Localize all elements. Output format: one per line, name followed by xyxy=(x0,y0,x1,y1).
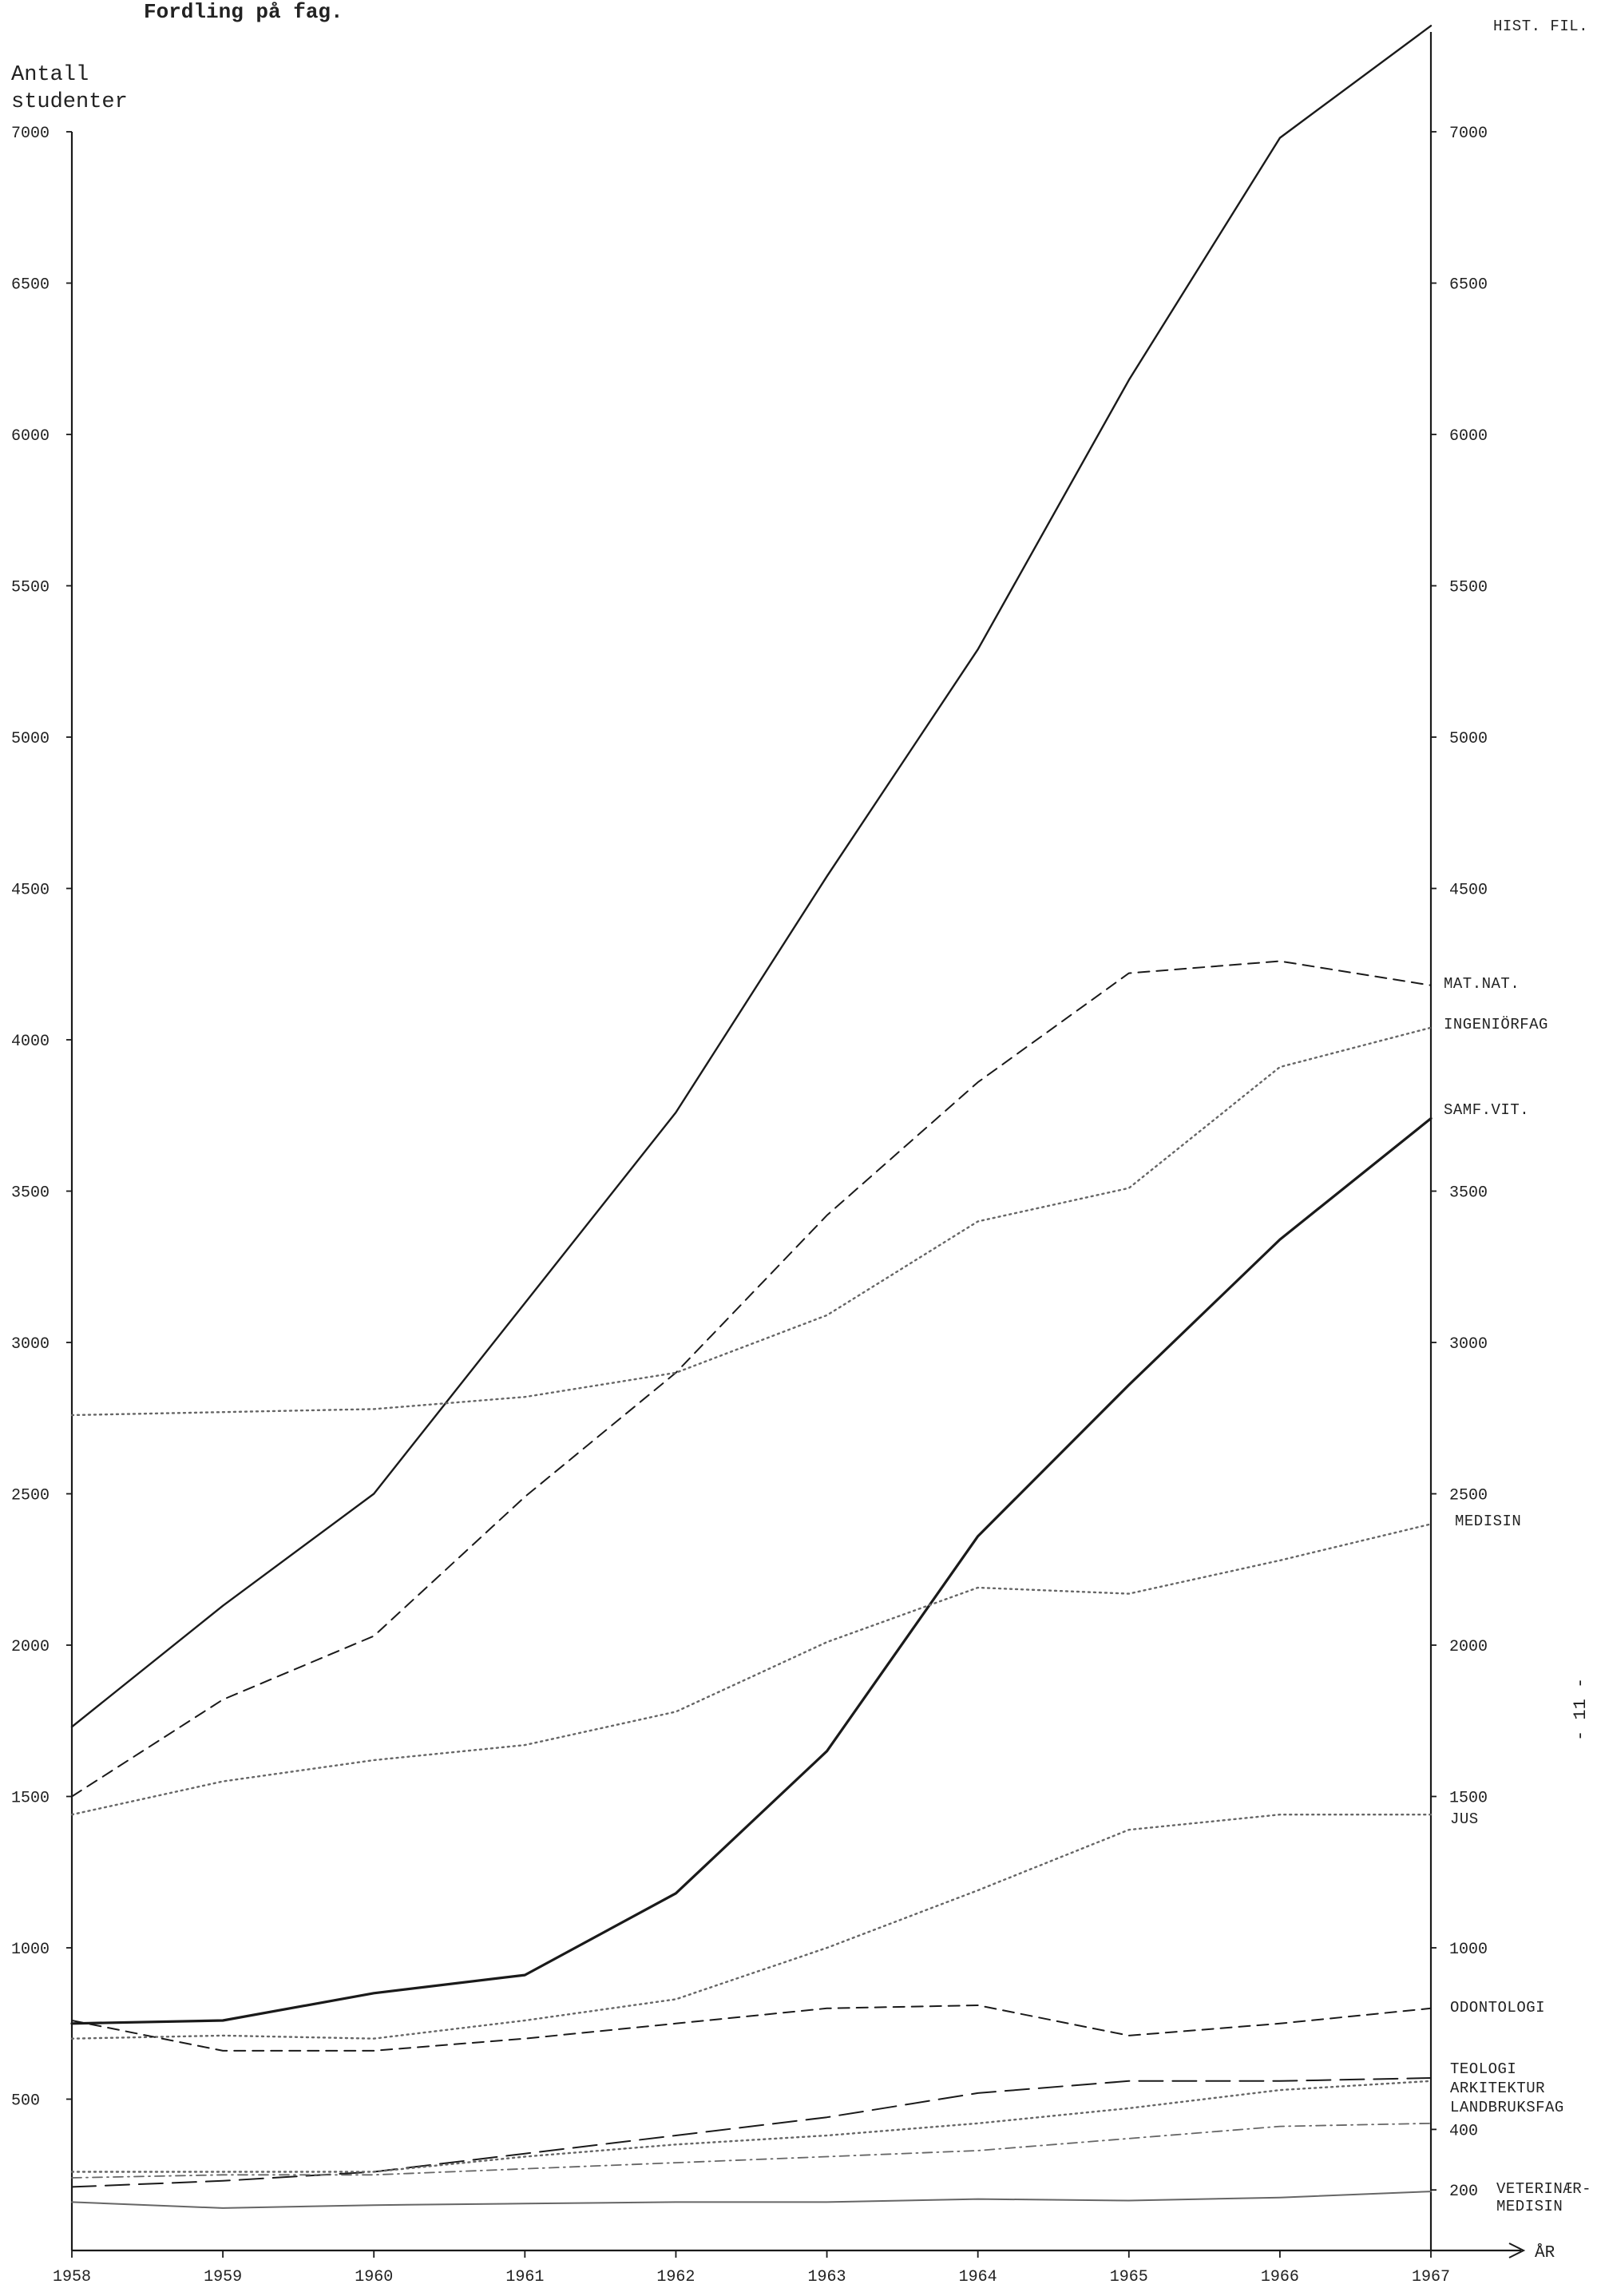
right-tick-label: 7000 xyxy=(1449,125,1488,143)
series-line xyxy=(70,1116,1433,2025)
series-line xyxy=(71,2122,1432,2179)
left-tick-label: 4000 xyxy=(11,1033,50,1051)
right-tick-label: 6500 xyxy=(1449,276,1488,295)
left-tick-label: 3500 xyxy=(11,1184,50,1203)
x-tick-label: 1965 xyxy=(1110,2268,1148,2286)
series-line xyxy=(70,1813,1433,2040)
axes xyxy=(66,32,1526,2258)
right-tick-label: 200 xyxy=(1449,2183,1478,2201)
series-label: INGENIÖRFAG xyxy=(1444,1016,1548,1033)
y-axis-label-line: studenter xyxy=(11,90,128,114)
right-tick-label: 5000 xyxy=(1449,730,1488,748)
margin-note: - 11 - xyxy=(1571,1678,1591,1741)
left-tick-label: 5000 xyxy=(11,730,50,748)
series-label: MAT.NAT. xyxy=(1444,975,1520,993)
x-tick-label: 1966 xyxy=(1261,2268,1299,2286)
left-tick-label: 2500 xyxy=(11,1487,50,1505)
right-tick-label: 2000 xyxy=(1449,1638,1488,1656)
left-tick-label: 1500 xyxy=(11,1790,50,1808)
series-label: SAMF.VIT. xyxy=(1444,1101,1529,1119)
left-tick-label: 1000 xyxy=(11,1941,50,1959)
series-label: MEDISIN xyxy=(1496,2198,1563,2215)
left-tick-label: 7000 xyxy=(11,125,50,143)
series-line xyxy=(71,2191,1432,2209)
series-line xyxy=(70,1523,1433,1816)
right-tick-label: 5500 xyxy=(1449,579,1488,597)
x-tick-label: 1960 xyxy=(355,2268,393,2286)
right-tick-label: 1500 xyxy=(1449,1790,1488,1808)
left-tick-label: 4500 xyxy=(11,882,50,900)
y-axis-label: Antall studenter xyxy=(11,63,128,114)
series-label: ARKITEKTUR xyxy=(1450,2080,1545,2097)
x-tick-label: 1961 xyxy=(505,2268,544,2286)
series-label: HIST. FIL. xyxy=(1493,18,1588,35)
series-label: ODONTOLOGI xyxy=(1450,1999,1545,2016)
series-line xyxy=(70,25,1433,1728)
x-axis-arrow-icon xyxy=(1508,2242,1526,2258)
series-line xyxy=(71,2005,1432,2052)
left-tick-label: 6500 xyxy=(11,276,50,295)
right-tick-label: 1000 xyxy=(1449,1941,1488,1959)
series-label: LANDBRUKSFAG xyxy=(1450,2099,1564,2116)
series-label: JUS xyxy=(1450,1810,1479,1828)
series-label: MEDISIN xyxy=(1455,1513,1521,1530)
series-line xyxy=(70,1026,1433,1417)
right-tick-label: 6000 xyxy=(1449,427,1488,446)
tick-labels: 500 1000 1500 2000 2500 3000 3500 4000 4500 5000 5… xyxy=(11,125,1488,2286)
series-line xyxy=(71,2077,1432,2188)
x-tick-label: 1958 xyxy=(53,2268,91,2286)
series-line xyxy=(71,960,1432,1798)
left-tick-label: 500 xyxy=(11,2092,40,2111)
series-line xyxy=(70,2080,1433,2173)
x-axis-label: ÅR xyxy=(1535,2244,1555,2262)
series-labels: HIST. FIL. MAT.NAT. INGENIÖRFAG SAMF.VIT. ME… xyxy=(1444,18,1591,2215)
y-axis-label-line: Antall xyxy=(11,63,89,87)
series-label: VETERINÆR- xyxy=(1496,2180,1591,2198)
left-tick-label: 5500 xyxy=(11,579,50,597)
left-tick-label: 2000 xyxy=(11,1638,50,1656)
right-tick-label: 2500 xyxy=(1449,1487,1488,1505)
right-tick-label: 4500 xyxy=(1449,882,1488,900)
right-tick-label: 3500 xyxy=(1449,1184,1488,1203)
x-tick-label: 1962 xyxy=(656,2268,695,2286)
x-tick-label: 1959 xyxy=(204,2268,242,2286)
series-lines xyxy=(70,25,1433,2209)
right-tick-label: 3000 xyxy=(1449,1335,1488,1354)
x-tick-label: 1963 xyxy=(808,2268,846,2286)
left-tick-label: 6000 xyxy=(11,427,50,446)
series-label: TEOLOGI xyxy=(1450,2060,1516,2078)
left-tick-label: 3000 xyxy=(11,1335,50,1354)
x-tick-label: 1967 xyxy=(1412,2268,1450,2286)
right-tick-label: 400 xyxy=(1449,2122,1478,2140)
chart-title: Fordling på fag. xyxy=(144,0,343,24)
x-tick-label: 1964 xyxy=(959,2268,997,2286)
